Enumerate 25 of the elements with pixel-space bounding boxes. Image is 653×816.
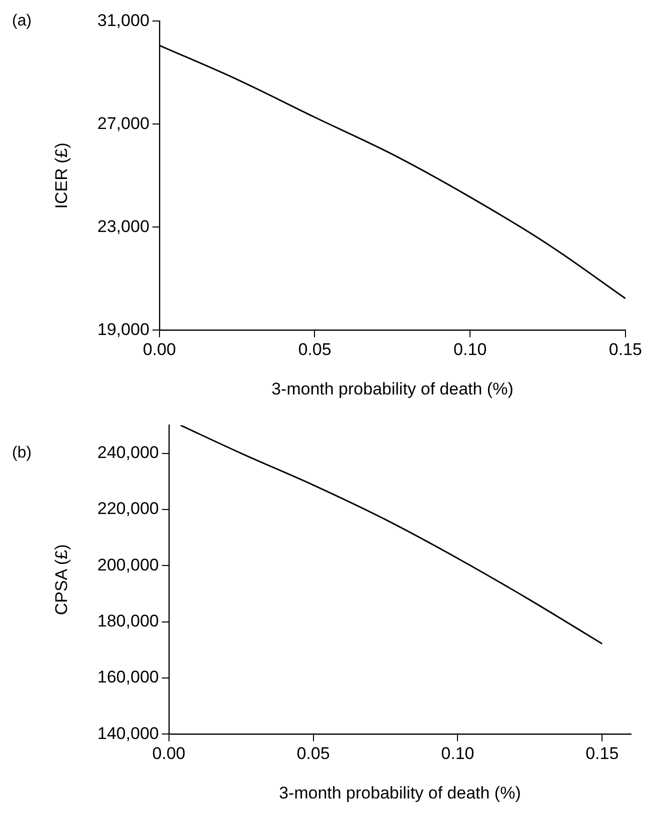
y-tick-label: 240,000 — [97, 442, 159, 462]
x-tick-label: 0.05 — [298, 340, 332, 360]
y-axis-title: ICER (£) — [52, 142, 71, 209]
text: (b) — [12, 444, 32, 462]
x-tick-label: 0.10 — [441, 744, 474, 764]
x-tick-label: 0.00 — [142, 340, 176, 360]
y-tick-label: 180,000 — [97, 612, 159, 631]
y-tick-label: 23,000 — [97, 216, 150, 236]
line-series — [180, 425, 603, 644]
x-axis-title: 3-month probability of death (%) — [278, 783, 521, 802]
x-tick-label: 0.00 — [152, 744, 186, 764]
y-tick-label: 160,000 — [97, 668, 159, 687]
y-tick-label: 140,000 — [97, 724, 159, 743]
x-tick-label: 0.05 — [296, 744, 330, 764]
y-tick-label: 200,000 — [97, 555, 159, 574]
y-tick-label: 19,000 — [97, 320, 150, 339]
y-tick-label: 27,000 — [97, 114, 150, 133]
y-tick-label: 220,000 — [97, 499, 159, 518]
y-tick-label: 31,000 — [97, 10, 150, 30]
text: (a) — [12, 12, 32, 30]
x-tick-label: 0.10 — [454, 340, 487, 360]
x-tick-label: 0.15 — [586, 744, 619, 764]
x-axis-title: 3-month probability of death (%) — [271, 379, 514, 398]
x-tick-label: 0.15 — [608, 340, 642, 360]
y-axis-title: CPSA (£) — [52, 544, 71, 616]
